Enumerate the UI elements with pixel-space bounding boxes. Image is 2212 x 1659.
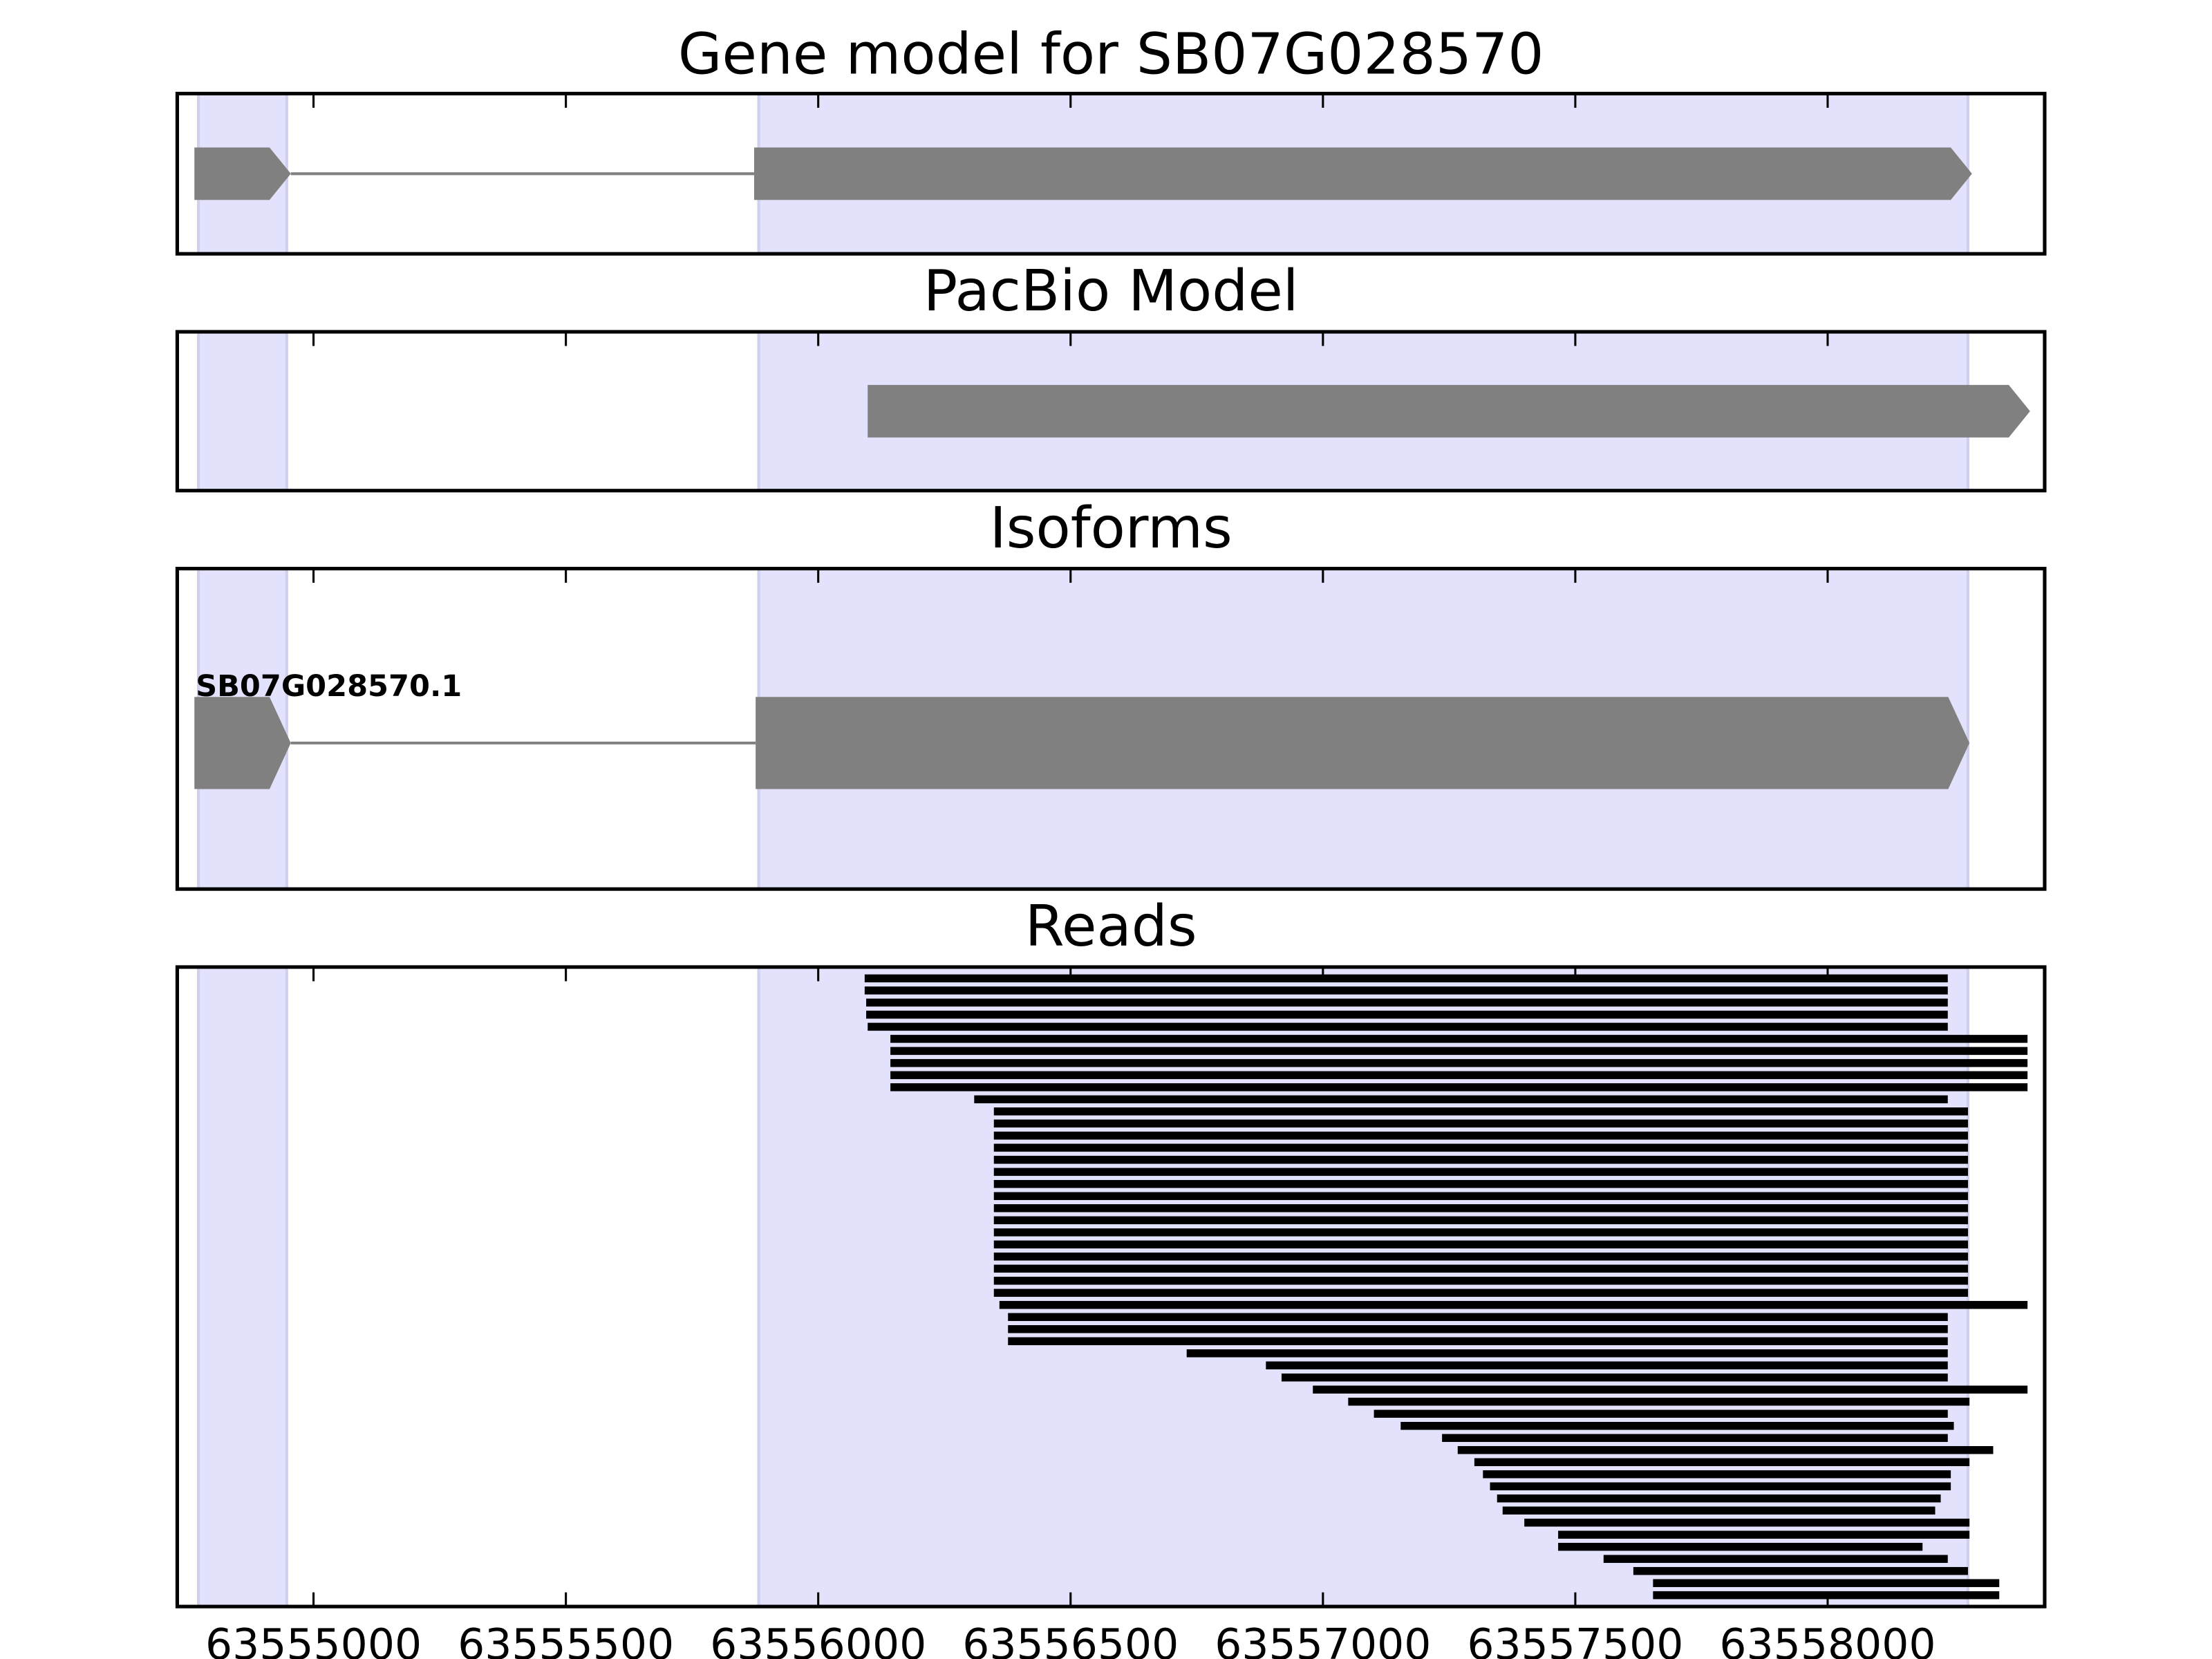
- read: [993, 1216, 1968, 1225]
- read: [993, 1168, 1968, 1177]
- read: [1266, 1361, 1948, 1370]
- read: [1524, 1518, 1970, 1527]
- read: [1457, 1445, 1994, 1454]
- exon: [756, 697, 1970, 789]
- read: [993, 1192, 1968, 1201]
- read: [1558, 1530, 1970, 1539]
- read: [1502, 1506, 1936, 1515]
- read: [1008, 1325, 1948, 1333]
- read: [890, 1047, 2028, 1056]
- read: [1442, 1434, 1948, 1442]
- read: [1490, 1482, 1951, 1490]
- read: [1497, 1494, 1941, 1503]
- panel-frame: [175, 330, 2047, 493]
- read: [993, 1264, 1968, 1273]
- x-tick-label: 63558000: [1719, 1620, 1936, 1659]
- read: [1186, 1349, 1948, 1358]
- panel-frame: [175, 567, 2047, 891]
- read: [974, 1095, 1948, 1104]
- panel-title: PacBio Model: [924, 259, 1299, 324]
- read: [890, 1035, 2028, 1043]
- panel-title: Isoforms: [990, 496, 1232, 561]
- exon: [194, 147, 291, 200]
- x-tick-label: 63555500: [458, 1620, 674, 1659]
- exon: [194, 697, 291, 789]
- read: [993, 1107, 1968, 1116]
- read: [1558, 1542, 1923, 1551]
- read: [1374, 1409, 1948, 1418]
- shaded-region: [197, 965, 288, 1609]
- read: [1400, 1422, 1954, 1430]
- read: [993, 1119, 1968, 1128]
- read: [868, 1022, 1948, 1031]
- read: [890, 1059, 2028, 1067]
- read: [890, 1083, 2028, 1091]
- exon: [753, 147, 1972, 200]
- panel-frame: [175, 965, 2047, 1609]
- read: [993, 1240, 1968, 1249]
- x-tick-label: 63556500: [962, 1620, 1179, 1659]
- read: [1483, 1470, 1951, 1479]
- read: [993, 1288, 1968, 1297]
- read: [864, 974, 1948, 983]
- read: [993, 1156, 1968, 1164]
- read: [1474, 1458, 1970, 1466]
- read: [1008, 1337, 1948, 1346]
- read: [1313, 1385, 2028, 1394]
- x-tick-label: 63555000: [205, 1620, 422, 1659]
- read: [993, 1253, 1968, 1261]
- read: [1281, 1374, 1948, 1382]
- read: [993, 1277, 1968, 1285]
- panel-frame: [175, 91, 2047, 256]
- read: [993, 1180, 1968, 1188]
- read: [1008, 1313, 1948, 1322]
- x-tick-label: 63557000: [1215, 1620, 1431, 1659]
- read: [1348, 1398, 1970, 1406]
- read: [993, 1132, 1968, 1140]
- read: [1653, 1579, 2000, 1587]
- x-tick-label: 63556000: [710, 1620, 926, 1659]
- read: [1603, 1555, 1948, 1563]
- read: [866, 998, 1948, 1007]
- read: [993, 1204, 1968, 1212]
- read: [1653, 1591, 2000, 1600]
- read: [1633, 1566, 1968, 1575]
- read: [866, 1011, 1948, 1019]
- x-tick-label: 63557500: [1467, 1620, 1683, 1659]
- panel-title: Gene model for SB07G028570: [678, 22, 1544, 88]
- panel-title: Reads: [1025, 894, 1197, 959]
- shaded-region: [197, 330, 288, 492]
- read: [999, 1301, 2028, 1309]
- read: [890, 1071, 2028, 1080]
- read: [993, 1228, 1968, 1237]
- read: [993, 1143, 1968, 1152]
- exon: [868, 384, 2030, 438]
- read: [864, 986, 1948, 995]
